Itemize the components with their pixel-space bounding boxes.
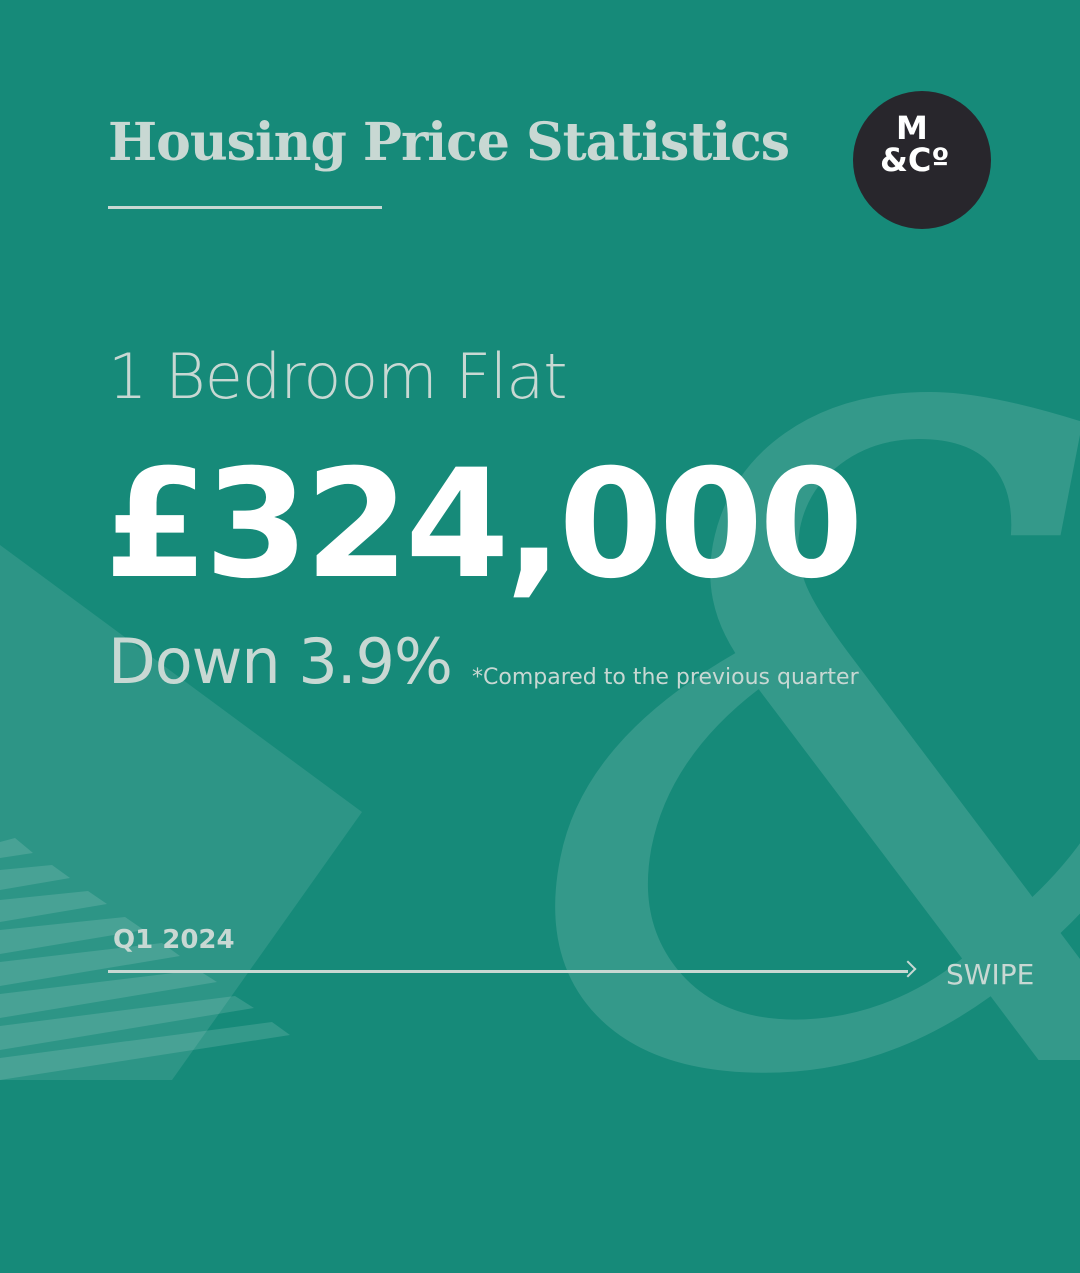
ampersand-watermark: & xyxy=(520,300,1080,1200)
price-change: Down 3.9% xyxy=(108,625,453,698)
logo-text: M xyxy=(896,109,928,147)
brand-logo: M &Cº xyxy=(853,91,991,229)
swipe-line xyxy=(108,970,908,973)
logo-text: &Cº xyxy=(880,141,950,179)
period-label: Q1 2024 xyxy=(113,925,235,955)
title-underline xyxy=(108,206,382,209)
page-title: Housing Price Statistics xyxy=(108,112,790,173)
swipe-label[interactable]: SWIPE xyxy=(946,958,1035,991)
geometric-decoration xyxy=(0,545,362,1080)
change-note: *Compared to the previous quarter xyxy=(472,665,859,690)
property-type: 1 Bedroom Flat xyxy=(108,340,568,413)
price-value: £324,000 xyxy=(104,438,864,612)
